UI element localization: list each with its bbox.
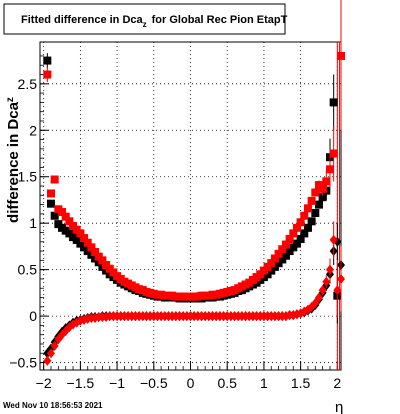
y-axis-label: difference in Dca [5, 101, 22, 223]
data-point [98, 256, 107, 265]
x-axis-label: η [335, 399, 343, 414]
chart-title-subscript: z [143, 20, 147, 29]
title-box: Fitted difference in Dcaz for Global Rec … [3, 3, 288, 35]
data-point [83, 238, 92, 247]
x-tick-label: −1.5 [67, 375, 95, 391]
data-point [289, 229, 298, 238]
data-point [307, 217, 316, 226]
data-point [303, 223, 312, 232]
y-tick-label: 2 [29, 122, 37, 138]
data-point [303, 204, 312, 213]
x-tick-label: 0 [187, 375, 195, 391]
y-tick-label: 1.5 [18, 169, 38, 185]
data-point [329, 234, 338, 245]
data-point [333, 285, 342, 296]
x-tick-label: −1 [109, 375, 125, 391]
x-axis: −2 −1.5 −1 −0.5 0 0.5 1 1.5 2 [36, 361, 341, 391]
data-point [281, 240, 290, 249]
data-point [314, 200, 323, 209]
data-point [292, 223, 301, 232]
data-point [337, 51, 345, 60]
svg-text:difference in Dcaz: difference in Dcaz [5, 97, 22, 223]
data-point [322, 276, 331, 287]
data-point [329, 98, 338, 107]
data-point [337, 273, 345, 284]
y-axis: −0.5 0 0.5 1 1.5 2 2.5 [9, 55, 49, 371]
y-tick-label: 2.5 [18, 76, 38, 92]
data-point [318, 184, 327, 193]
data-point [311, 208, 320, 217]
chart-title-suffix: for Global Rec Pion EtapT [152, 14, 288, 26]
data-point [292, 239, 301, 248]
x-tick-label: 0.5 [217, 375, 237, 391]
data-point [296, 234, 305, 243]
data-point [80, 234, 89, 243]
data-point [91, 247, 100, 256]
data-point [43, 56, 52, 65]
series-3 [43, 221, 345, 366]
data-point [300, 211, 309, 220]
y-tick-label: 0.5 [18, 262, 38, 278]
data-point [47, 189, 56, 198]
y-axis-label-subscript: z [5, 97, 16, 102]
data-point [43, 355, 52, 366]
data-point [311, 188, 320, 197]
x-tick-label: −0.5 [140, 375, 168, 391]
data-point [87, 243, 96, 252]
data-point [274, 249, 283, 258]
data-point [281, 251, 290, 260]
data-point [43, 70, 52, 79]
data-point [50, 211, 59, 220]
x-tick-label: 1.5 [291, 375, 311, 391]
data-point [322, 177, 331, 186]
data-point [278, 245, 287, 254]
series-0 [43, 53, 342, 324]
x-tick-label: 2 [333, 375, 341, 391]
x-tick-label: 1 [260, 375, 268, 391]
data-point [318, 193, 327, 202]
y-tick-label: −0.5 [9, 355, 37, 371]
data-point [76, 229, 85, 238]
data-point [300, 229, 309, 238]
y-tick-label: 0 [29, 308, 37, 324]
timestamp: Wed Nov 10 18:56:53 2021 [3, 401, 103, 410]
data-point [47, 348, 56, 359]
data-point [314, 292, 323, 303]
data-point [58, 208, 67, 217]
data-point [318, 285, 327, 296]
data-point [270, 254, 279, 263]
data-point [325, 264, 334, 275]
data-point [267, 259, 276, 268]
x-tick-label: −2 [36, 375, 52, 391]
data-point [329, 149, 338, 158]
data-point [50, 175, 59, 184]
data-point [307, 196, 316, 205]
data-point [65, 217, 74, 226]
data-point [61, 212, 70, 221]
data-point [325, 165, 334, 174]
y-tick-label: 1 [29, 215, 37, 231]
chart-title: Fitted difference in Dca [21, 14, 144, 26]
series-1 [43, 0, 345, 301]
data-point [50, 340, 59, 351]
data-point [285, 234, 294, 243]
data-marks [43, 0, 345, 366]
data-point [296, 218, 305, 227]
data-point [47, 199, 56, 208]
data-point [311, 298, 320, 309]
